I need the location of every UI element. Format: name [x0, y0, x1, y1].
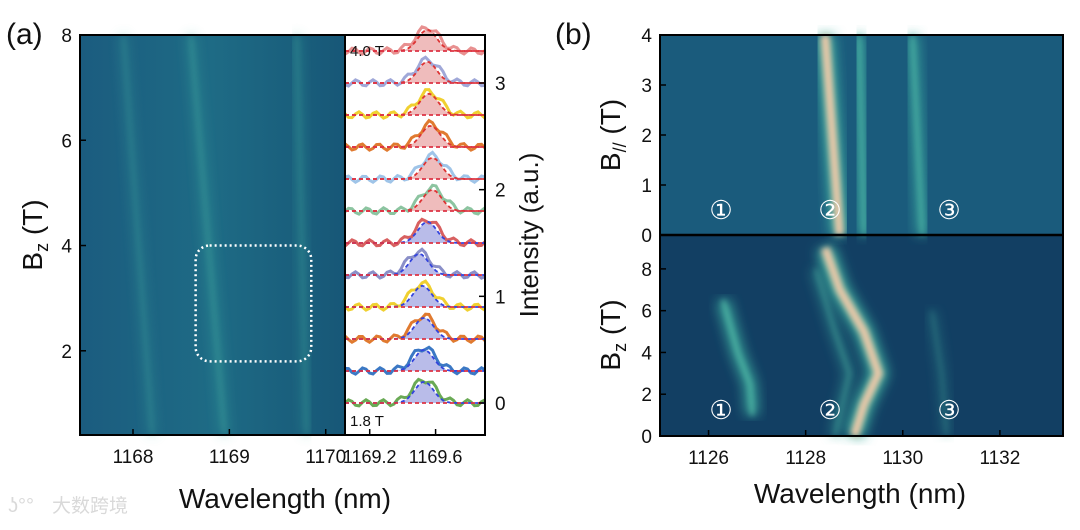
inset-y-tick-label: 3: [495, 74, 506, 95]
emission-line: [820, 246, 884, 438]
panel-b-top-y-tick-label: 0: [641, 226, 652, 247]
panel-a-ylabel: Bz (T): [17, 199, 52, 270]
emission-line: [910, 34, 924, 236]
watermark-logo: ʖ°° 大数跨境: [8, 495, 128, 517]
panel-b-x-tick-label: 1128: [785, 448, 826, 469]
marker-3-bottom: ③: [937, 395, 960, 425]
panel-b-label: (b): [555, 18, 592, 51]
panel-a-label: (a): [6, 18, 43, 51]
spectrum-5: [344, 217, 487, 248]
spectrum-6: [343, 183, 486, 216]
fit-fill: [345, 61, 485, 83]
spectrum-0: [344, 377, 486, 408]
emission-line: [295, 34, 308, 436]
emission-line: [820, 34, 845, 236]
marker-2-top: ②: [818, 195, 841, 225]
panel-b-bottom-y-tick-label: 8: [641, 260, 652, 281]
panel-b-bottom-y-tick-label: 4: [641, 343, 652, 364]
inset-x-tick-label: 1169.6: [409, 447, 463, 467]
fit-fill: [345, 285, 485, 307]
panel-a-heatmap: [79, 34, 346, 436]
panel-b-xlabel: Wavelength (nm): [754, 478, 966, 509]
inset-bottom-label: 1.8 T: [350, 413, 384, 430]
fit-fill: [345, 29, 485, 51]
panel-b-top-ylabel: B// (T): [595, 99, 630, 171]
panel-b-heatmaps: ① ② ③ ① ② ③: [659, 34, 1064, 439]
watermark-text: 大数跨境: [52, 495, 128, 517]
emission-line: [931, 310, 948, 437]
emission-line: [814, 268, 851, 437]
fit-fill: [345, 93, 485, 115]
marker-2-bottom: ②: [818, 395, 841, 425]
spectrum-3: [343, 279, 486, 312]
spectrum-8: [344, 118, 487, 152]
inset-y-tick-label: 0: [495, 394, 506, 415]
fit-fill: [345, 221, 485, 243]
inset-y-tick-label: 2: [495, 181, 506, 202]
inset-ylabel: Intensity (a.u.): [514, 153, 544, 318]
emission-line: [189, 34, 226, 436]
marker-1-bottom: ①: [709, 395, 732, 425]
panel-b-x-tick-label: 1132: [979, 448, 1020, 469]
panel-b-top-y-tick-label: 4: [641, 26, 652, 47]
panel-b-x-tick-label: 1130: [882, 448, 923, 469]
panel-a-y-tick-label: 4: [61, 237, 72, 258]
panel-a-xlabel: Wavelength (nm): [179, 483, 391, 514]
fit-fill: [345, 317, 485, 339]
marker-3-top: ③: [937, 195, 960, 225]
panel-b-bottom-y-tick-label: 2: [641, 385, 652, 406]
panel-a-x-tick-label: 1169: [209, 447, 250, 468]
inset-top-label: 4.0 T: [350, 43, 384, 60]
inset-y-tick-label: 1: [495, 287, 506, 308]
panel-b-top-y-tick-label: 3: [641, 76, 652, 97]
fit-fill: [345, 349, 485, 371]
panel-a-y-tick-label: 6: [61, 131, 72, 152]
panel-a-x-tick-label: 1170: [305, 447, 346, 468]
marker-1-top: ①: [709, 195, 732, 225]
emission-line: [721, 299, 755, 416]
panel-b-top-y-tick-label: 1: [641, 176, 652, 197]
fit-fill: [345, 253, 485, 275]
spectrum-9: [343, 88, 486, 120]
panel-a-y-tick-label: 2: [61, 342, 72, 363]
spectrum-11: [344, 25, 487, 56]
emission-line: [122, 34, 154, 436]
spectrum-2: [343, 312, 487, 344]
panel-b-bottom-y-tick-label: 0: [641, 427, 652, 448]
panel-b-bottom-ylabel: Bz (T): [595, 299, 630, 370]
fit-fill: [345, 381, 485, 403]
panel-b-bottom-y-tick-label: 6: [641, 302, 652, 323]
spectra-inset: 4.0 T 1.8 T: [343, 25, 487, 436]
panel-a-y-tick-label: 8: [61, 26, 72, 47]
svg-text:ʖ°°: ʖ°°: [8, 495, 34, 517]
inset-x-tick-label: 1169.2: [343, 447, 397, 467]
panel-a-x-tick-label: 1168: [113, 447, 154, 468]
emission-line: [857, 34, 866, 236]
panel-b-x-tick-label: 1126: [688, 448, 729, 469]
panel-b-top-y-tick-label: 2: [641, 126, 652, 147]
